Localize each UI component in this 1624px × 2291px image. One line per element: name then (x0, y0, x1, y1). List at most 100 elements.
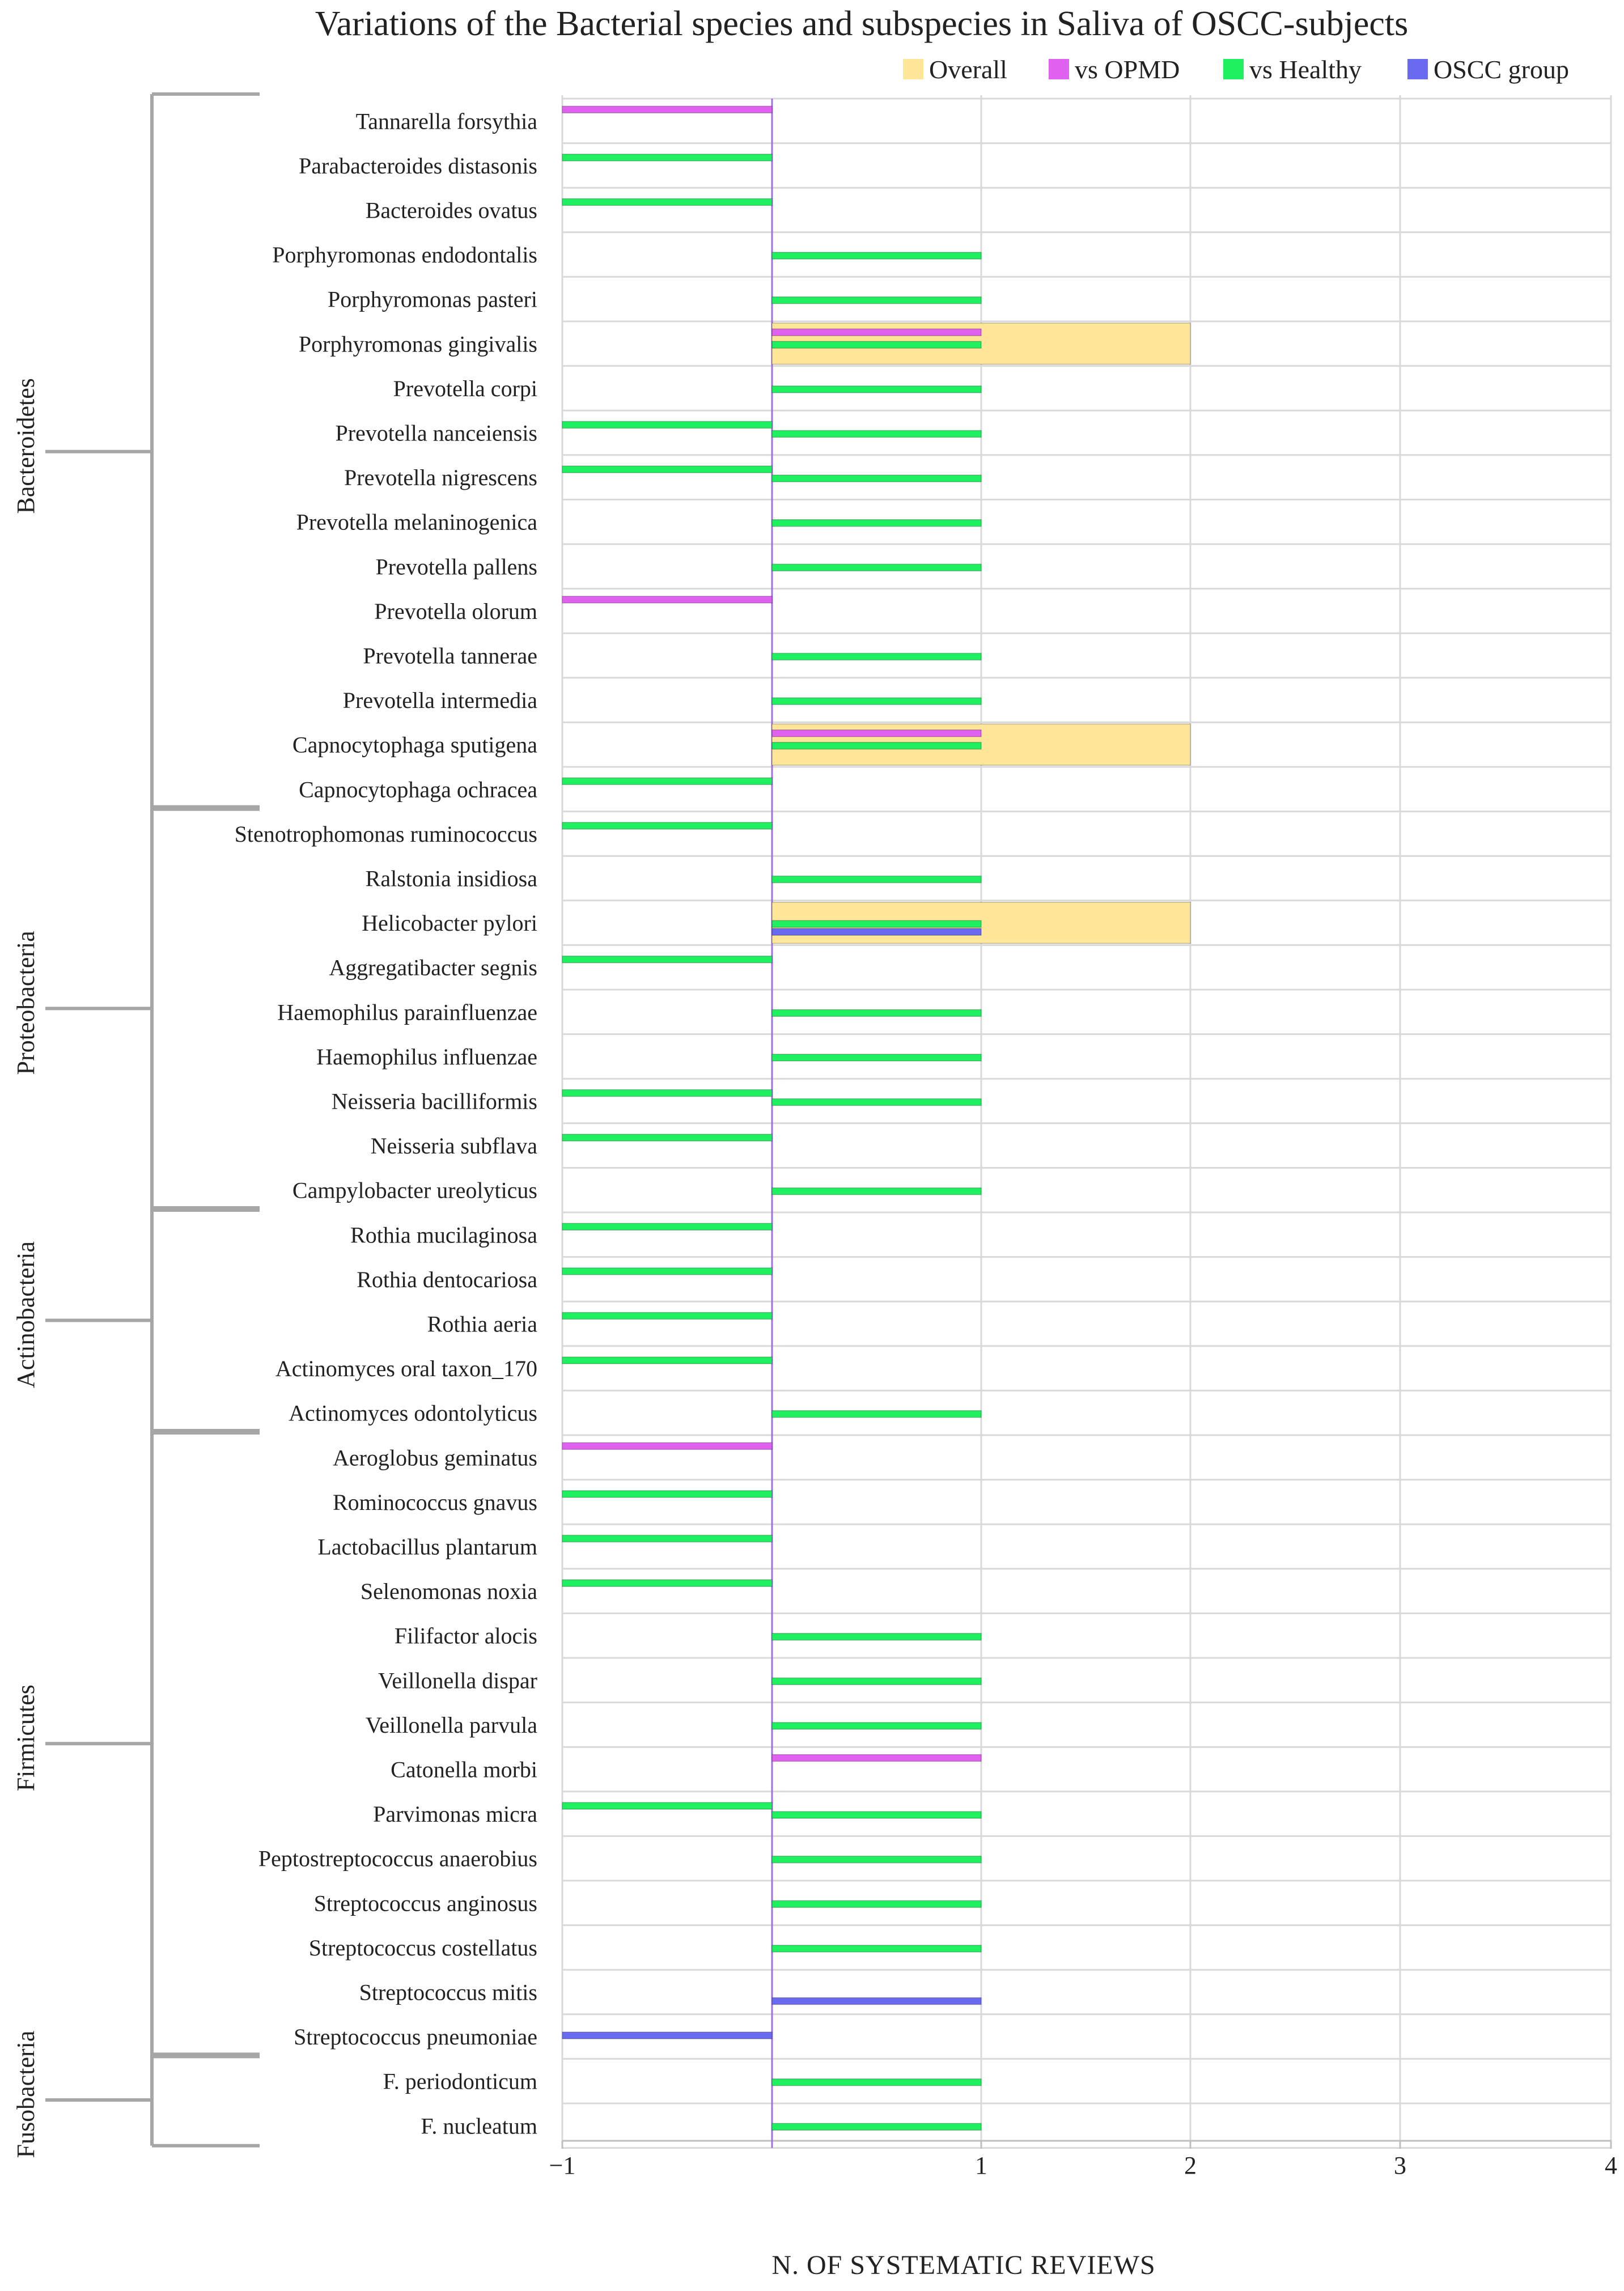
phylum-label-bacteroidetes: Bacteroidetes (12, 378, 40, 514)
x-tick-label: 1 (975, 2152, 987, 2179)
bar-vs-healthy-prevotella-nanceiensis (562, 421, 773, 429)
bar-vs-healthy-prevotella-tannerae (771, 652, 982, 661)
legend-label-overall: Overall (929, 55, 1007, 84)
category-label-parvimonas-micra: Parvimonas micra (373, 1801, 537, 1827)
bar-vs-healthy-rothia-mucilaginosa (562, 1223, 773, 1231)
bar-vs-healthy-porphyromonas-gingivalis (771, 341, 982, 349)
category-label-catonella-morbi: Catonella morbi (391, 1757, 537, 1783)
bracket-bacteroidetes (45, 92, 260, 811)
bar-oscc-group-streptococcus-pneumoniae (562, 2031, 773, 2039)
bar-vs-healthy-prevotella-melaninogenica (771, 519, 982, 527)
x-tick-labels: −1 1 2 3 4 (549, 2141, 1617, 2179)
category-label-prevotella-nanceiensis: Prevotella nanceiensis (335, 421, 537, 446)
category-label-actinomyces-odontolyticus: Actinomyces odontolyticus (289, 1401, 537, 1426)
bar-vs-healthy-helicobacter-pylori (771, 920, 982, 928)
category-label-actinomyces-oral-taxon-170: Actinomyces oral taxon_170 (275, 1356, 537, 1381)
category-label-campylobacter-ureolyticus: Campylobacter ureolyticus (292, 1178, 537, 1203)
legend-label-oscc-group: OSCC group (1434, 55, 1569, 84)
category-label-stenotrophomonas-ruminococcus: Stenotrophomonas ruminococcus (235, 821, 537, 847)
category-label-prevotella-pallens: Prevotella pallens (376, 554, 537, 579)
category-label-bacteroides-ovatus: Bacteroides ovatus (366, 198, 537, 223)
phylum-label-fusobacteria: Fusobacteria (12, 2031, 40, 2158)
bracket-fusobacteria (45, 2052, 260, 2148)
chart-bars (562, 99, 1191, 2148)
bar-vs-healthy-actinomyces-odontolyticus (771, 1410, 982, 1418)
chart-title: Variations of the Bacterial species and … (315, 5, 1408, 43)
bar-vs-opmd-catonella-morbi (771, 1754, 982, 1762)
bar-vs-healthy-f-periodonticum (771, 2078, 982, 2086)
category-label-capnocytophaga-sputigena: Capnocytophaga sputigena (292, 732, 537, 758)
category-label-aeroglobus-geminatus: Aeroglobus geminatus (333, 1445, 537, 1470)
category-label-f-periodonticum: F. periodonticum (383, 2069, 537, 2094)
legend-swatch-overall (903, 59, 923, 79)
bar-vs-healthy-filifactor-alocis (771, 1632, 982, 1641)
category-label-neisseria-bacilliformis: Neisseria bacilliformis (332, 1089, 537, 1114)
legend-label-vs-opmd: vs OPMD (1075, 55, 1180, 84)
bar-vs-healthy-rominococcus-gnavus (562, 1490, 773, 1498)
bar-vs-healthy-stenotrophomonas-ruminococcus (562, 822, 773, 830)
category-label-veillonella-dispar: Veillonella dispar (378, 1668, 537, 1693)
bar-vs-healthy-actinomyces-oral-taxon-170 (562, 1356, 773, 1364)
bar-vs-healthy-ralstonia-insidiosa (771, 875, 982, 884)
category-label-selenomonas-noxia: Selenomonas noxia (361, 1579, 537, 1604)
category-label-peptostreptococcus-anaerobius: Peptostreptococcus anaerobius (258, 1846, 537, 1872)
category-labels: Tannarella forsythia Parabacteroides dist… (235, 108, 538, 2139)
category-label-rothia-dentocariosa: Rothia dentocariosa (357, 1267, 537, 1292)
category-label-streptococcus-mitis: Streptococcus mitis (359, 1980, 537, 2005)
bar-vs-healthy-haemophilus-influenzae (771, 1054, 982, 1062)
phylum-label-actinobacteria: Actinobacteria (12, 1241, 40, 1388)
bar-vs-healthy-prevotella-nanceiensis (771, 430, 982, 438)
category-label-streptococcus-pneumoniae: Streptococcus pneumoniae (294, 2024, 537, 2050)
bar-vs-healthy-veillonella-parvula (771, 1722, 982, 1730)
category-label-porphyromonas-gingivalis: Porphyromonas gingivalis (299, 331, 537, 357)
bracket-firmicutes (45, 1429, 260, 2059)
category-label-streptococcus-costellatus: Streptococcus costellatus (309, 1935, 537, 1961)
bar-vs-healthy-capnocytophaga-sputigena (771, 741, 982, 750)
category-label-prevotella-tannerae: Prevotella tannerae (363, 643, 537, 669)
phylum-label-proteobacteria: Proteobacteria (12, 931, 40, 1075)
bar-vs-healthy-veillonella-dispar (771, 1677, 982, 1686)
bar-vs-healthy-prevotella-nigrescens (562, 465, 773, 473)
x-tick-label: 3 (1394, 2152, 1406, 2179)
category-label-parabacteroides-distasonis: Parabacteroides distasonis (299, 153, 537, 179)
bar-vs-opmd-capnocytophaga-sputigena (771, 729, 982, 737)
category-label-f-nucleatum: F. nucleatum (421, 2113, 537, 2139)
chart-legend: Overall vs OPMD vs Healthy OSCC group (903, 55, 1569, 84)
bar-vs-healthy-porphyromonas-pasteri (771, 296, 982, 304)
category-label-prevotella-nigrescens: Prevotella nigrescens (344, 465, 537, 490)
bar-vs-healthy-haemophilus-parainfluenzae (771, 1009, 982, 1017)
category-label-haemophilus-parainfluenzae: Haemophilus parainfluenzae (277, 999, 537, 1025)
bar-vs-healthy-parvimonas-micra (771, 1811, 982, 1819)
bracket-proteobacteria (45, 805, 260, 1212)
bar-vs-healthy-rothia-dentocariosa (562, 1267, 773, 1275)
category-label-lactobacillus-plantarum: Lactobacillus plantarum (317, 1534, 537, 1560)
bar-vs-healthy-prevotella-corpi (771, 385, 982, 393)
category-label-filifactor-alocis: Filifactor alocis (395, 1623, 537, 1649)
bar-vs-healthy-prevotella-pallens (771, 563, 982, 572)
x-tick-label: −1 (549, 2152, 576, 2179)
category-label-helicobacter-pylori: Helicobacter pylori (362, 910, 537, 936)
bar-vs-healthy-parabacteroides-distasonis (562, 154, 773, 162)
bracket-actinobacteria (45, 1206, 260, 1435)
category-label-prevotella-intermedia: Prevotella intermedia (343, 688, 537, 713)
bar-vs-healthy-neisseria-subflava (562, 1134, 773, 1142)
legend-swatch-vs-opmd (1049, 59, 1069, 79)
legend-label-vs-healthy: vs Healthy (1249, 55, 1362, 84)
category-label-aggregatibacter-segnis: Aggregatibacter segnis (329, 955, 537, 981)
phylum-brackets: Bacteroidetes Proteobacteria Actinobacteri… (12, 92, 260, 2158)
bar-vs-healthy-prevotella-intermedia (771, 697, 982, 705)
category-label-veillonella-parvula: Veillonella parvula (366, 1712, 537, 1738)
bar-oscc-group-helicobacter-pylori (771, 928, 982, 936)
bar-vs-healthy-parvimonas-micra (562, 1802, 773, 1810)
category-label-haemophilus-influenzae: Haemophilus influenzae (316, 1044, 537, 1070)
x-tick-label: 4 (1605, 2152, 1617, 2179)
category-label-rothia-aeria: Rothia aeria (427, 1312, 538, 1337)
bar-vs-healthy-peptostreptococcus-anaerobius (771, 1855, 982, 1864)
category-label-rothia-mucilaginosa: Rothia mucilaginosa (350, 1222, 537, 1248)
bar-vs-healthy-rothia-aeria (562, 1312, 773, 1320)
bar-vs-opmd-prevotella-olorum (562, 596, 773, 604)
bar-vs-healthy-bacteroides-ovatus (562, 198, 773, 206)
category-label-neisseria-subflava: Neisseria subflava (371, 1133, 538, 1159)
legend-swatch-vs-healthy (1223, 59, 1244, 79)
